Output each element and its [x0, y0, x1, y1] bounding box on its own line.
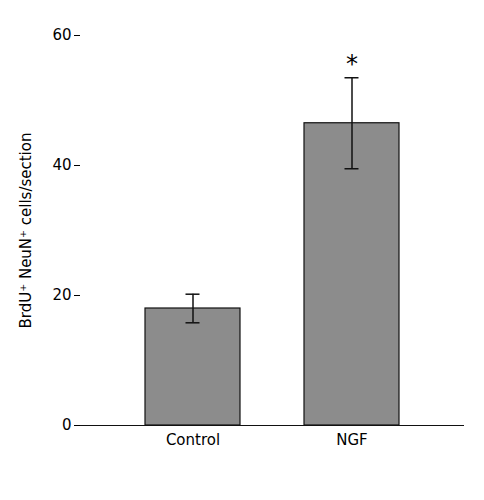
svg-text:40: 40: [52, 156, 71, 174]
svg-text:0: 0: [62, 416, 72, 434]
svg-text:20: 20: [52, 286, 71, 304]
svg-text:Control: Control: [166, 431, 220, 449]
svg-text:BrdU⁺ NeuN⁺ cells/section: BrdU⁺ NeuN⁺ cells/section: [17, 133, 35, 329]
svg-text:60: 60: [52, 26, 71, 44]
svg-text:*: *: [346, 50, 358, 78]
svg-text:NGF: NGF: [336, 431, 367, 449]
